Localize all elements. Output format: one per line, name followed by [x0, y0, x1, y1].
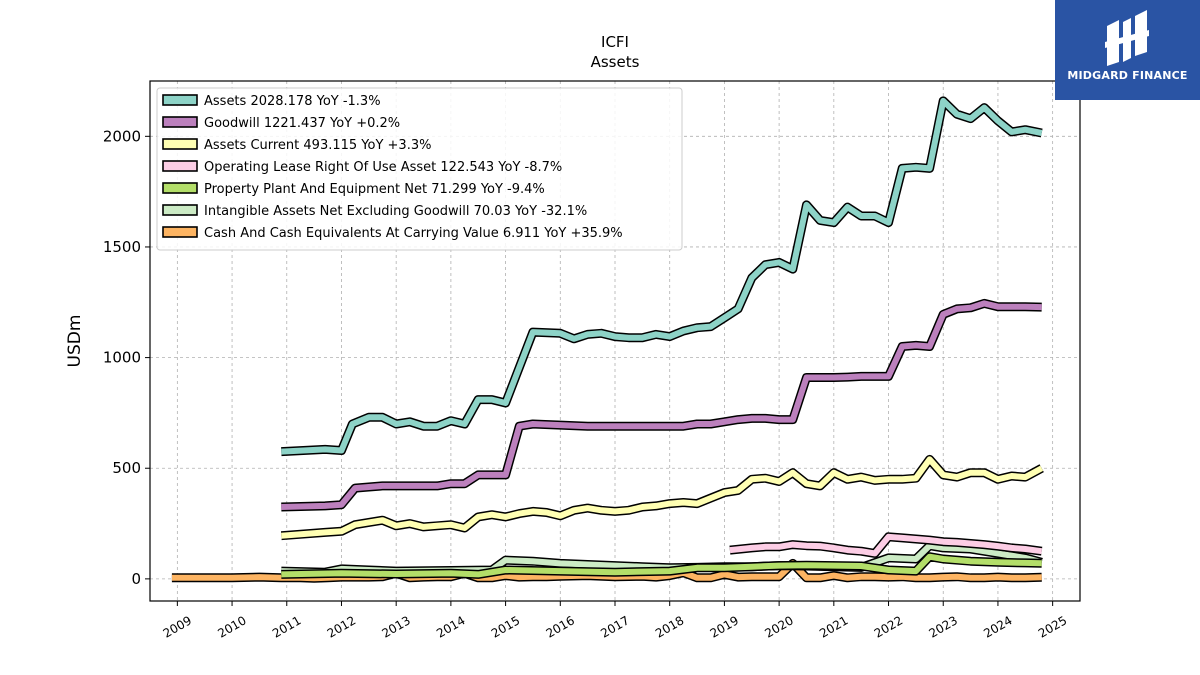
series-line	[281, 456, 1044, 539]
x-tick-label: 2020	[762, 613, 795, 640]
series-assets-current	[280, 454, 1044, 541]
legend-entry: Assets 2028.178 YoY -1.3%	[204, 94, 381, 109]
series-line	[281, 300, 1042, 510]
series-goodwill	[281, 298, 1042, 512]
x-tick-label: 2009	[161, 613, 194, 640]
y-axis-label: USDm	[65, 315, 85, 368]
x-tick-label: 2021	[817, 613, 850, 640]
x-tick-label: 2025	[1036, 613, 1069, 640]
series-lines	[171, 96, 1044, 583]
brand-name: MIDGARD FINANCE	[1067, 69, 1188, 82]
legend: Assets 2028.178 YoY -1.3% Goodwill 1221.4…	[156, 87, 683, 251]
legend-swatch	[162, 116, 198, 128]
x-tick-label: 2018	[653, 613, 686, 640]
x-tick-label: 2022	[872, 613, 905, 640]
x-tick-label: 2023	[927, 613, 960, 640]
legend-entry: Assets Current 493.115 YoY +3.3%	[204, 138, 431, 153]
legend-entry: Goodwill 1221.437 YoY +0.2%	[204, 116, 400, 131]
x-tick-label: 2013	[379, 613, 412, 640]
y-tick-label: 0	[131, 570, 141, 588]
series-line	[729, 533, 1043, 557]
legend-entry: Intangible Assets Net Excluding Goodwill…	[204, 204, 587, 219]
x-tick-label: 2017	[598, 613, 631, 640]
chart-subtitle: Assets	[591, 53, 640, 71]
y-tick-label: 2000	[103, 127, 141, 145]
y-tick-label: 1500	[103, 238, 141, 256]
x-tick-label: 2016	[544, 613, 577, 640]
legend-entry: Property Plant And Equipment Net 71.299 …	[204, 182, 545, 197]
legend-swatch	[162, 226, 198, 238]
legend-entry: Operating Lease Right Of Use Asset 122.5…	[204, 160, 562, 175]
series-line	[281, 553, 1042, 578]
y-tick-label: 1000	[103, 349, 141, 367]
y-tick-label: 500	[112, 459, 141, 477]
series-operating-lease-right-of-use-asset	[729, 532, 1043, 558]
logo-mark-icon	[1105, 10, 1149, 66]
x-tick-label: 2019	[708, 613, 741, 640]
legend-swatch	[162, 160, 198, 172]
x-tick-label: 2010	[215, 613, 248, 640]
x-tick-label: 2014	[434, 613, 467, 640]
series-property-plant-and-equipment-net	[281, 552, 1042, 579]
x-tick-label: 2024	[981, 613, 1014, 640]
x-tick-label: 2011	[270, 613, 303, 640]
x-tick-label: 2015	[489, 613, 522, 640]
legend-entry: Cash And Cash Equivalents At Carrying Va…	[204, 226, 623, 241]
series-assets	[281, 96, 1043, 457]
legend-swatch	[162, 204, 198, 216]
series-line	[281, 97, 1043, 455]
chart-title: ICFI	[601, 33, 629, 51]
legend-swatch	[162, 94, 198, 106]
x-tick-label: 2012	[325, 613, 358, 640]
legend-box	[156, 87, 683, 251]
legend-swatch	[162, 182, 198, 194]
brand-logo: MIDGARD FINANCE	[1055, 0, 1200, 100]
legend-swatch	[162, 138, 198, 150]
